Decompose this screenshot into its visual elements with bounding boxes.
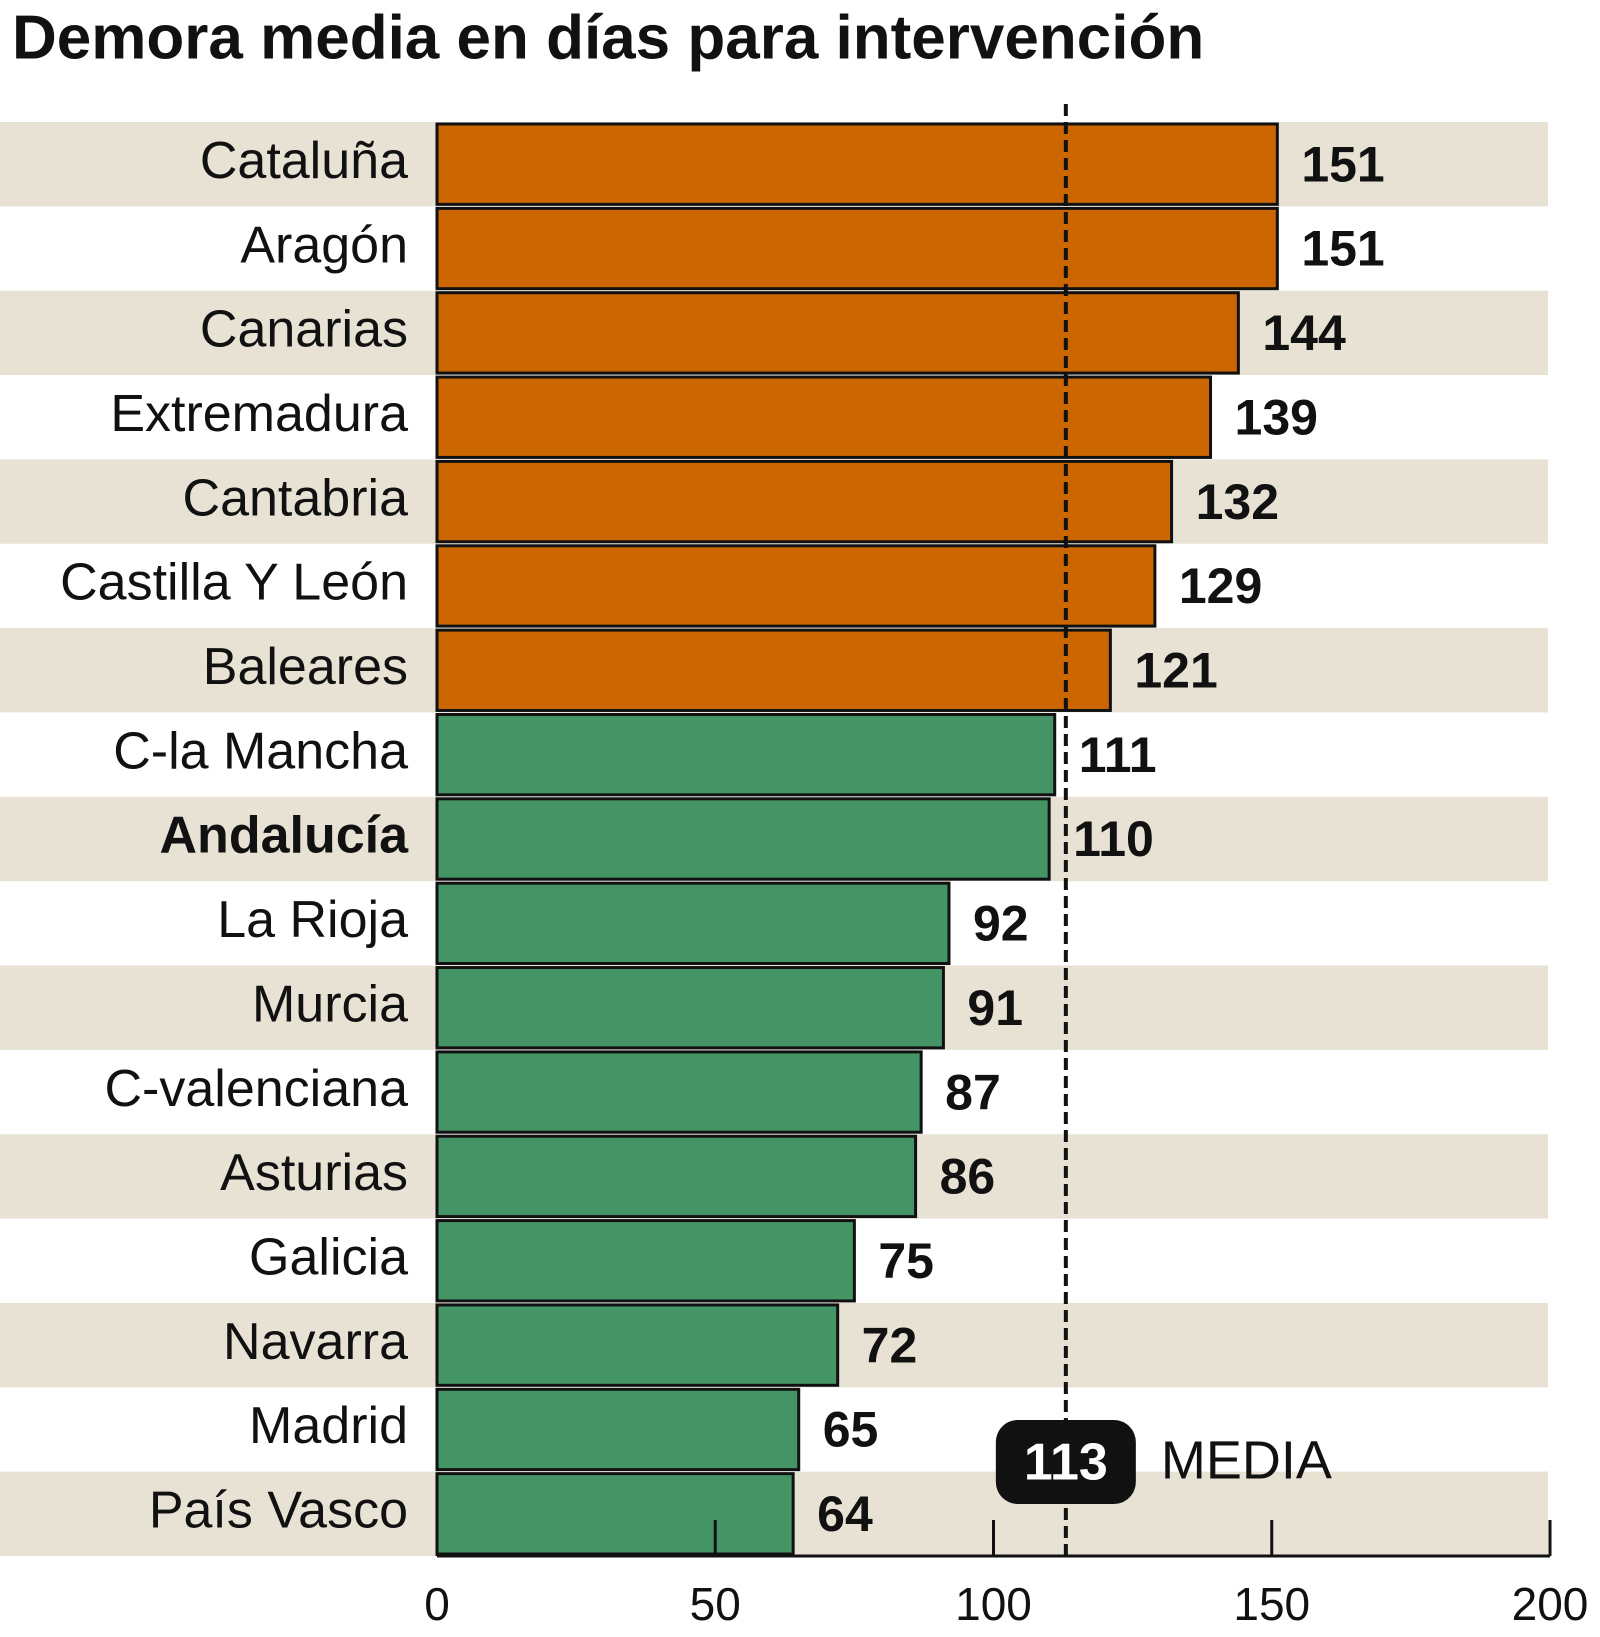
category-label: Madrid xyxy=(249,1397,408,1455)
bar xyxy=(435,966,945,1050)
bar xyxy=(435,1387,801,1472)
category-label: Extremadura xyxy=(110,385,408,443)
bar xyxy=(435,1050,923,1134)
x-tick-label: 100 xyxy=(955,1578,1032,1630)
bar xyxy=(435,1472,795,1556)
value-label: 87 xyxy=(945,1064,1001,1120)
bar xyxy=(435,291,1240,375)
value-label: 151 xyxy=(1301,221,1384,277)
bar xyxy=(435,544,1157,628)
bar xyxy=(435,206,1279,291)
mean-badge xyxy=(995,1420,1136,1504)
category-label: Cataluña xyxy=(200,132,408,190)
value-label: 129 xyxy=(1179,558,1262,614)
value-label: 111 xyxy=(1079,727,1157,783)
bar xyxy=(435,797,1051,881)
bar xyxy=(435,628,1112,712)
category-label: Canarias xyxy=(200,301,408,359)
mean-value: 113 xyxy=(1024,1434,1108,1492)
bar xyxy=(435,1134,918,1219)
x-tick-label: 150 xyxy=(1233,1578,1310,1630)
value-label: 65 xyxy=(823,1402,879,1458)
value-label: 151 xyxy=(1301,136,1384,192)
value-label: 72 xyxy=(862,1317,918,1373)
chart-title: Demora media en días para intervención xyxy=(12,3,1204,72)
value-label: 144 xyxy=(1262,305,1346,361)
category-label: Andalucía xyxy=(160,807,410,865)
value-label: 86 xyxy=(940,1149,996,1205)
bar xyxy=(435,459,1174,544)
category-label: Cantabria xyxy=(183,469,409,527)
bar xyxy=(435,1303,840,1387)
category-label: La Rioja xyxy=(217,891,408,949)
category-label: C-la Mancha xyxy=(113,722,408,780)
bar xyxy=(435,712,1057,797)
value-label: 110 xyxy=(1073,811,1154,867)
bar xyxy=(435,375,1213,459)
value-label: 91 xyxy=(967,980,1023,1036)
x-tick-label: 200 xyxy=(1512,1578,1589,1630)
value-label: 92 xyxy=(973,896,1029,952)
category-label: Galicia xyxy=(249,1228,408,1286)
x-tick-label: 0 xyxy=(424,1578,450,1630)
bar xyxy=(435,1219,856,1303)
category-label: Navarra xyxy=(223,1313,408,1371)
mean-label: MEDIA xyxy=(1161,1430,1332,1490)
category-label: C-valenciana xyxy=(105,1060,409,1118)
category-label: Castilla Y León xyxy=(60,554,408,612)
category-label: Baleares xyxy=(203,638,408,696)
value-label: 121 xyxy=(1134,642,1217,698)
x-tick-label: 50 xyxy=(690,1578,741,1630)
value-label: 132 xyxy=(1196,474,1279,530)
value-label: 139 xyxy=(1235,389,1318,445)
category-label: Murcia xyxy=(252,975,408,1033)
value-label: 75 xyxy=(878,1233,934,1289)
value-label: 64 xyxy=(817,1486,873,1542)
category-label: Asturias xyxy=(220,1144,408,1202)
bar xyxy=(435,881,951,966)
category-label: Aragón xyxy=(240,216,408,274)
bar xyxy=(435,122,1279,206)
category-label: País Vasco xyxy=(149,1482,408,1540)
